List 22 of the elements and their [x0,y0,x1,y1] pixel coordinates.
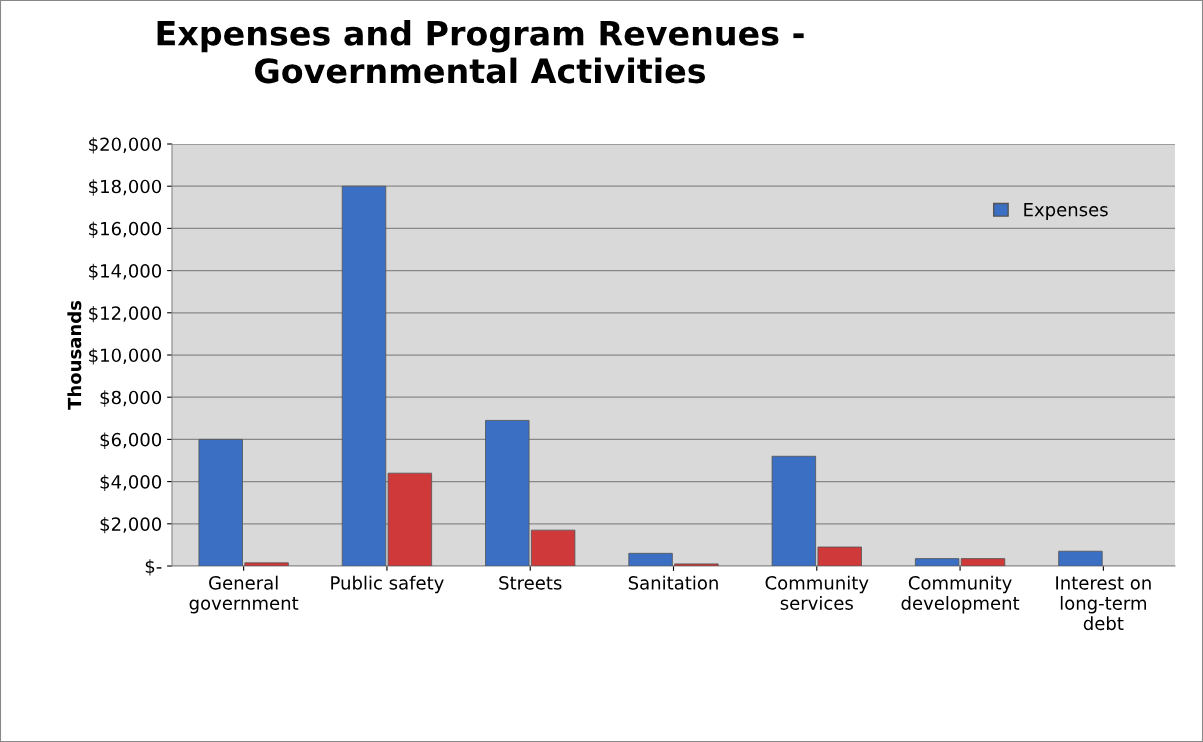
x-tick-label: Streets [499,576,562,590]
y-tick-label: $4,000 [100,474,162,492]
bar [1058,550,1103,566]
y-tick-label: $8,000 [100,390,162,407]
x-tick-label: Community services [765,575,869,610]
y-tick-label: $18,000 [89,179,162,196]
y-tick-label: $14,000 [89,263,162,281]
y-axis-title: Thousands [67,300,82,410]
x-tick-label: Sanitation [628,575,718,590]
x-tick-label: Interest on long-term debt [1056,576,1151,631]
x-tick-label: Public safety [331,575,444,594]
y-tick-label: $- [145,559,162,576]
y-tick-label: $12,000 [89,305,162,323]
y-tick-label: $16,000 [89,221,162,238]
x-tick-label: Community development [901,575,1020,614]
legend-label: Expenses [1024,203,1108,220]
y-tick-label: $20,000 [89,137,162,154]
y-tick-label: $2,000 [100,516,162,534]
chart-title: Expenses and Program Revenues - Governmental Activities [157,20,804,84]
y-tick-label: $10,000 [89,348,162,365]
x-tick-label: General government [189,575,299,614]
y-tick-label: $6,000 [100,432,162,449]
